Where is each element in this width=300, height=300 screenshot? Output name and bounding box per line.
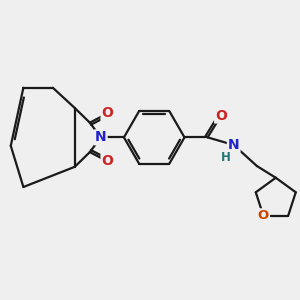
Text: O: O	[102, 154, 113, 168]
Text: O: O	[215, 109, 227, 122]
Text: O: O	[258, 209, 269, 222]
Text: N: N	[228, 138, 239, 152]
Text: O: O	[102, 106, 113, 120]
Text: N: N	[95, 130, 106, 144]
Text: H: H	[221, 151, 231, 164]
